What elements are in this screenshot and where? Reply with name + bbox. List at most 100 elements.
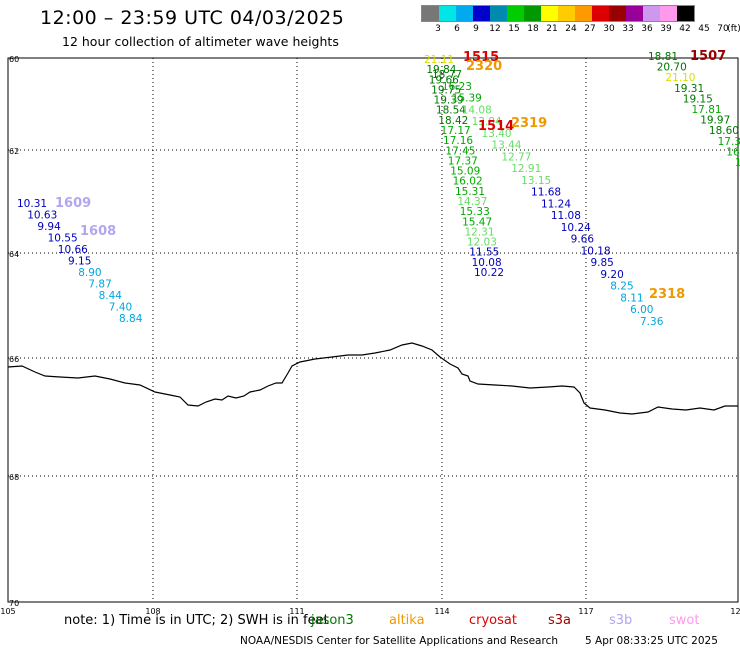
pass-id-label: 1515: [463, 50, 499, 65]
footer-timestamp: 5 Apr 08:33:25 UTC 2025: [585, 635, 718, 647]
coastline: [7, 342, 738, 415]
legend-label: 15: [508, 24, 520, 34]
satellite-legend-swot: swot: [669, 613, 700, 628]
track-c-value: 21.10: [665, 72, 695, 84]
track-b-value: 9.20: [600, 269, 623, 281]
pass-id-label: 2318: [649, 287, 685, 302]
legend-label: 6: [454, 24, 460, 34]
track-c-value: 19.97: [700, 115, 730, 127]
longitude-label: 105: [0, 607, 15, 616]
legend-label: 36: [641, 24, 653, 34]
track-b-value: 13.40: [482, 128, 512, 140]
legend-label: 30: [603, 24, 615, 34]
wave-height-measurements: 10.3110.639.9410.5510.669.158.907.878.44…: [17, 49, 740, 328]
legend-swatch: [660, 6, 677, 21]
longitude-label: 114: [434, 607, 449, 616]
legend-swatch: [473, 6, 490, 21]
graticule: [8, 58, 738, 602]
west-track-value: 10.66: [58, 244, 88, 256]
west-track-value: 7.87: [88, 279, 111, 291]
legend-swatch: [456, 6, 473, 21]
legend-swatch: [626, 6, 643, 21]
legend-label: 39: [660, 24, 672, 34]
longitude-label: 117: [578, 607, 593, 616]
track-c-value: 17.81: [692, 104, 722, 116]
track-a-value: 15.31: [455, 186, 485, 198]
longitude-label: 120: [730, 607, 740, 616]
track-b-value: 8.11: [620, 292, 643, 304]
west-track-value: 9.15: [68, 256, 91, 268]
map-frame: [7, 57, 739, 603]
satellite-legend-jason3: jason3: [311, 613, 354, 628]
west-track-value: 8.44: [99, 290, 123, 302]
track-c-value: 18.81: [648, 51, 678, 63]
track-b-value: 18.77: [432, 69, 462, 81]
track-b-value: 11.24: [541, 198, 571, 210]
legend-label: 27: [584, 24, 596, 34]
footer-note: note: 1) Time is in UTC; 2) SWH is in fe…: [64, 613, 329, 628]
legend-swatch: [609, 6, 626, 21]
wave-height-color-legend: 3 6 9 12 15 18 21 24 27 30 33 36 39 42 45 70 (ft): [421, 5, 740, 36]
track-b-value: 10.24: [561, 222, 591, 234]
track-a-value: 10.08: [472, 257, 502, 269]
footer-credit: NOAA/NESDIS Center for Satellite Applica…: [240, 635, 558, 647]
track-b-value: 11.08: [551, 210, 581, 222]
track-a-value: 17.17: [441, 125, 471, 137]
legend-swatch: [524, 6, 541, 21]
track-b-value: 9.66: [571, 234, 595, 246]
legend-swatch: [439, 6, 456, 21]
latitude-label: 64: [9, 250, 19, 259]
legend-label: 42: [679, 24, 691, 34]
track-a-value: 10.22: [474, 267, 504, 279]
track-b-value: 6.00: [630, 304, 653, 316]
legend-label: 9: [473, 24, 479, 34]
legend-swatch: [507, 6, 524, 21]
west-track-value: 10.31: [17, 198, 47, 210]
longitude-label: 108: [145, 607, 160, 616]
pass-id-label: 2320: [466, 59, 502, 74]
legend-swatch: [643, 6, 660, 21]
legend-swatch: [592, 6, 609, 21]
legend-label: 33: [622, 24, 634, 34]
track-b-value: 7.36: [640, 316, 664, 328]
map-title: 12:00 – 23:59 UTC 04/03/2025: [40, 7, 345, 29]
pass-id-label: 2319: [511, 116, 547, 131]
track-a-value: 14.37: [457, 196, 487, 208]
track-b-value: 12.91: [511, 163, 541, 175]
legend-swatch: [541, 6, 558, 21]
track-c-value: 17.31: [718, 136, 740, 148]
longitude-label: 111: [289, 607, 304, 616]
track-b-value: 8.25: [610, 281, 633, 293]
satellite-legend: jason3 altika cryosat s3a s3b swot: [0, 613, 740, 631]
satellite-legend-cryosat: cryosat: [469, 613, 517, 628]
track-a-value: 17.37: [448, 155, 478, 167]
track-a-value: 15.47: [462, 216, 492, 228]
west-track-value: 8.84: [119, 313, 143, 325]
track-b-value: 15.39: [452, 93, 482, 105]
track-c-value: 20.70: [657, 62, 687, 74]
legend-swatch: [422, 6, 439, 21]
satellite-legend-altika: altika: [389, 613, 425, 628]
track-a-value: 15.09: [450, 166, 480, 178]
track-b-value: 11.68: [531, 187, 561, 199]
pass-id-label: 1609: [55, 196, 91, 211]
track-b-value: 16.23: [442, 81, 472, 93]
satellite-legend-s3a: s3a: [548, 613, 572, 628]
west-track-value: 7.40: [109, 302, 132, 314]
west-track-value: 10.55: [48, 233, 78, 245]
track-b-value: 10.18: [581, 245, 611, 257]
legend-label: 3: [435, 24, 441, 34]
legend-swatch: [677, 6, 694, 21]
track-a-value: 19.39: [434, 95, 464, 107]
track-c-value: 15: [735, 157, 740, 169]
pass-id-label: 1507: [690, 49, 726, 64]
pass-id-label: 1514: [478, 119, 514, 134]
map-subtitle: 12 hour collection of altimeter wave hei…: [62, 34, 339, 49]
pass-id-label: 1608: [80, 224, 116, 239]
track-a-value: 19.66: [429, 74, 459, 86]
track-a-value: 12.03: [467, 237, 497, 249]
legend-swatch: [558, 6, 575, 21]
track-b-value: 13.15: [521, 175, 551, 187]
legend-swatch: [490, 6, 507, 21]
